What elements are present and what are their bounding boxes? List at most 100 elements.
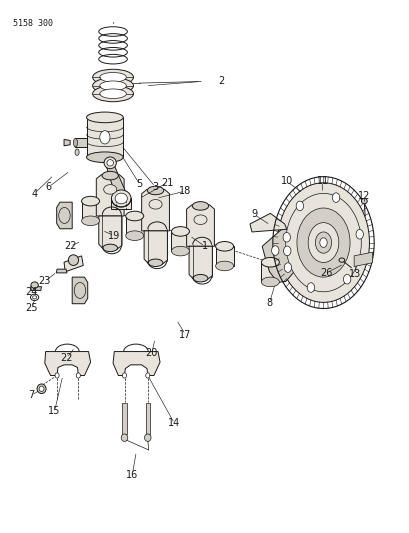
Polygon shape xyxy=(122,402,126,434)
Ellipse shape xyxy=(92,86,133,102)
Ellipse shape xyxy=(99,81,126,91)
Ellipse shape xyxy=(147,186,163,195)
Ellipse shape xyxy=(73,139,77,147)
Ellipse shape xyxy=(343,274,350,284)
Text: 9: 9 xyxy=(250,209,256,220)
Text: 24: 24 xyxy=(25,287,38,297)
Ellipse shape xyxy=(355,230,362,239)
Polygon shape xyxy=(171,231,189,251)
Ellipse shape xyxy=(122,373,126,378)
Text: 16: 16 xyxy=(126,470,138,480)
Polygon shape xyxy=(30,287,41,290)
Text: 22: 22 xyxy=(61,353,73,363)
Ellipse shape xyxy=(145,373,149,378)
Text: 1: 1 xyxy=(202,241,207,251)
Ellipse shape xyxy=(99,131,110,144)
Text: 2: 2 xyxy=(218,77,224,86)
Text: 8: 8 xyxy=(266,297,272,308)
Ellipse shape xyxy=(107,160,113,166)
Ellipse shape xyxy=(296,208,349,277)
Ellipse shape xyxy=(86,112,123,123)
Ellipse shape xyxy=(76,373,80,378)
Text: 10: 10 xyxy=(280,176,292,187)
Ellipse shape xyxy=(32,296,36,299)
Ellipse shape xyxy=(68,255,79,265)
Ellipse shape xyxy=(283,246,290,256)
Text: 18: 18 xyxy=(179,186,191,196)
Text: 20: 20 xyxy=(145,348,158,358)
Ellipse shape xyxy=(215,261,233,271)
Ellipse shape xyxy=(55,373,59,378)
Ellipse shape xyxy=(271,246,278,255)
Ellipse shape xyxy=(81,196,99,206)
Polygon shape xyxy=(64,140,70,146)
Ellipse shape xyxy=(261,257,279,267)
Text: 6: 6 xyxy=(46,182,52,192)
Ellipse shape xyxy=(99,72,126,82)
Ellipse shape xyxy=(332,193,339,203)
Ellipse shape xyxy=(103,184,117,194)
Ellipse shape xyxy=(126,231,144,240)
Text: 11: 11 xyxy=(316,176,328,187)
Text: 26: 26 xyxy=(320,268,332,278)
Ellipse shape xyxy=(285,193,360,292)
Ellipse shape xyxy=(192,201,208,210)
Text: 19: 19 xyxy=(108,231,120,241)
Ellipse shape xyxy=(86,152,123,163)
Text: 17: 17 xyxy=(179,329,191,340)
Polygon shape xyxy=(64,256,83,272)
Ellipse shape xyxy=(171,246,189,256)
Ellipse shape xyxy=(361,198,366,204)
Text: 12: 12 xyxy=(357,191,370,201)
Polygon shape xyxy=(56,269,67,273)
Text: 21: 21 xyxy=(161,177,173,188)
Text: 3: 3 xyxy=(152,182,158,192)
Ellipse shape xyxy=(193,215,207,224)
Ellipse shape xyxy=(92,78,133,94)
Polygon shape xyxy=(99,216,122,249)
Text: 15: 15 xyxy=(48,406,61,416)
Ellipse shape xyxy=(102,171,118,180)
Ellipse shape xyxy=(315,232,331,253)
Ellipse shape xyxy=(31,282,38,288)
Polygon shape xyxy=(81,201,99,221)
Ellipse shape xyxy=(126,211,144,221)
Text: 5158 300: 5158 300 xyxy=(13,19,53,28)
Polygon shape xyxy=(86,117,123,157)
Ellipse shape xyxy=(171,227,189,236)
Polygon shape xyxy=(106,165,128,198)
Polygon shape xyxy=(262,227,298,282)
Polygon shape xyxy=(75,139,86,147)
Ellipse shape xyxy=(81,216,99,225)
Polygon shape xyxy=(111,198,131,209)
Ellipse shape xyxy=(104,157,116,168)
Ellipse shape xyxy=(308,223,338,263)
Ellipse shape xyxy=(148,259,162,266)
Polygon shape xyxy=(126,216,144,236)
Polygon shape xyxy=(261,262,279,282)
Polygon shape xyxy=(145,402,149,434)
Polygon shape xyxy=(142,189,169,231)
Ellipse shape xyxy=(103,244,117,252)
Ellipse shape xyxy=(193,274,207,282)
Polygon shape xyxy=(45,352,90,375)
Polygon shape xyxy=(144,231,167,264)
Ellipse shape xyxy=(338,258,344,262)
Polygon shape xyxy=(215,246,233,266)
Polygon shape xyxy=(113,352,160,375)
Text: 13: 13 xyxy=(348,270,361,279)
Ellipse shape xyxy=(39,386,44,391)
Text: 5: 5 xyxy=(136,179,142,189)
Ellipse shape xyxy=(92,69,133,85)
Ellipse shape xyxy=(111,190,131,207)
Ellipse shape xyxy=(282,232,290,242)
Ellipse shape xyxy=(99,89,126,99)
Ellipse shape xyxy=(37,384,46,393)
Ellipse shape xyxy=(121,434,128,441)
Polygon shape xyxy=(56,202,72,229)
Polygon shape xyxy=(353,252,372,266)
Ellipse shape xyxy=(306,282,314,292)
Text: 25: 25 xyxy=(25,303,38,313)
Ellipse shape xyxy=(115,193,127,204)
Text: 22: 22 xyxy=(64,241,76,251)
